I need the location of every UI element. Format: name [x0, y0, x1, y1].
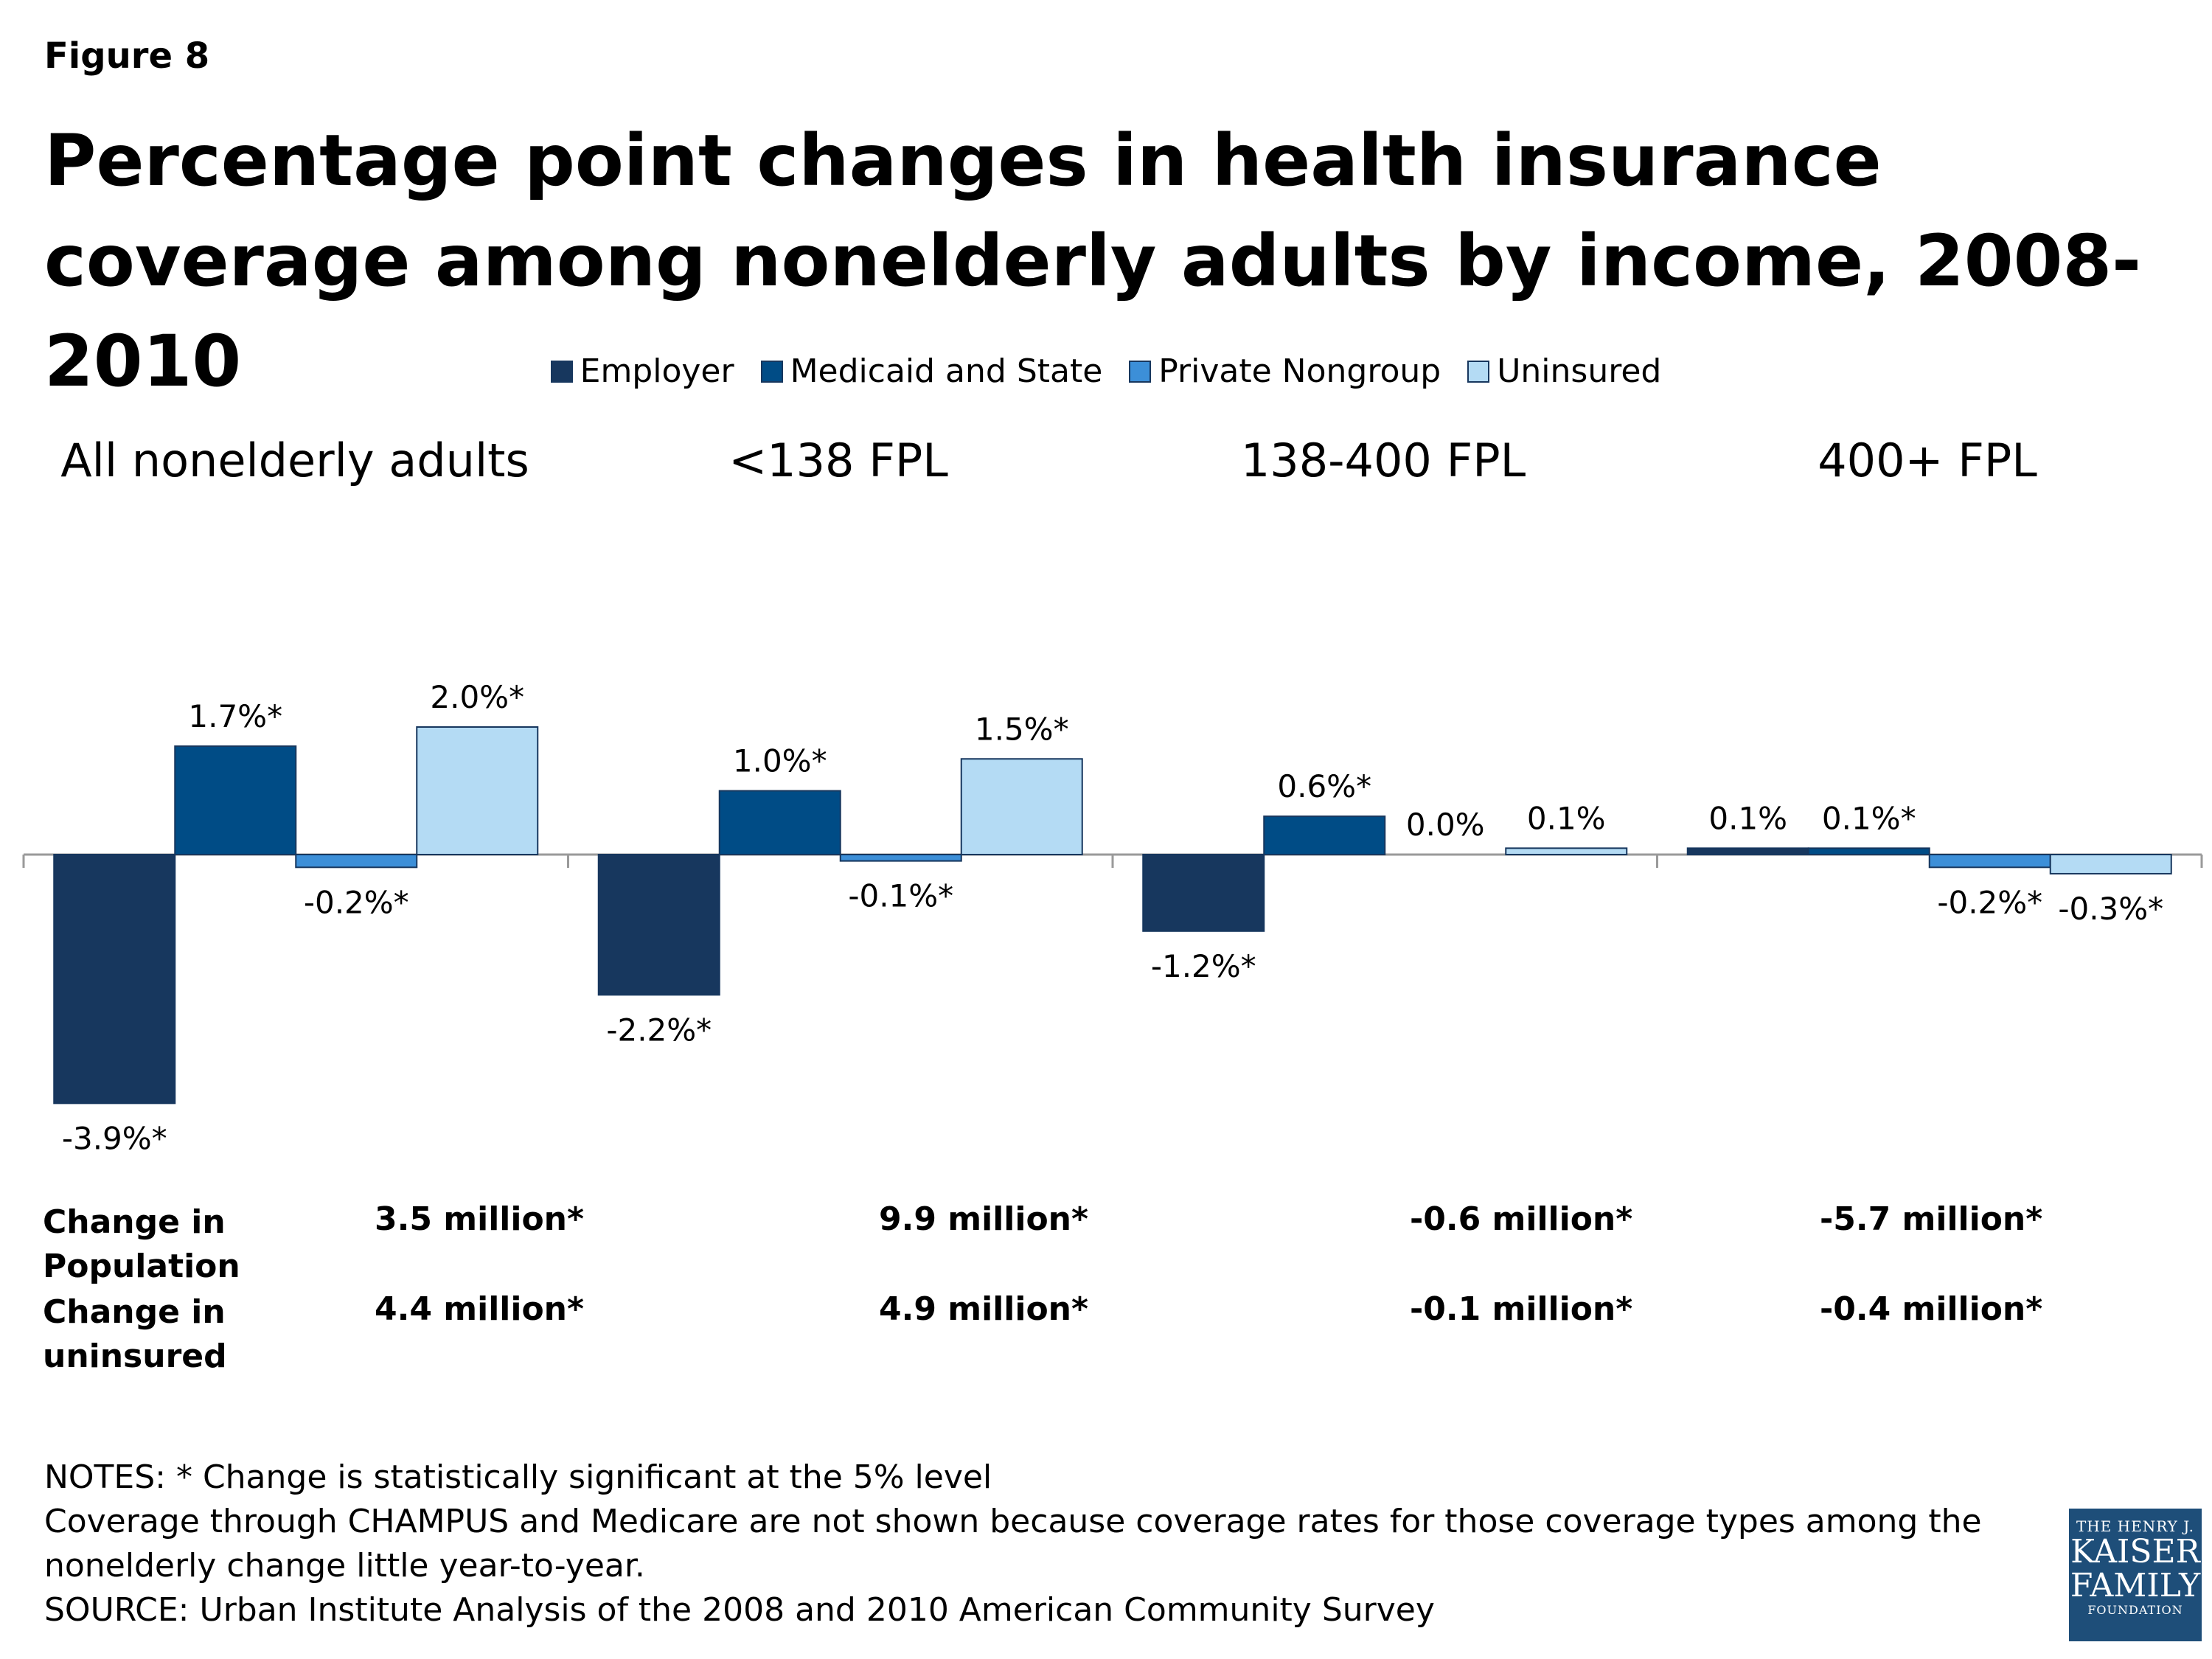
bar	[416, 726, 539, 855]
uninsured-value-138-400: -0.1 million*	[1410, 1290, 1633, 1328]
figure-label: Figure 8	[44, 35, 210, 77]
data-label: -3.9%*	[62, 1120, 167, 1156]
bar	[53, 854, 176, 1105]
data-label: -0.3%*	[2058, 891, 2163, 927]
data-label: 0.1%	[1708, 800, 1787, 836]
data-label: -0.1%*	[848, 878, 953, 914]
logo-line-4: FOUNDATION	[2087, 1603, 2183, 1617]
bar	[1928, 854, 2051, 869]
bar	[2049, 854, 2172, 874]
chart-title: Percentage point changes in health insur…	[44, 119, 2141, 403]
bar	[718, 790, 841, 855]
data-label: 1.7%*	[188, 698, 282, 734]
legend-label-private: Private Nongroup	[1158, 352, 1441, 390]
bar	[1142, 854, 1265, 932]
bar	[839, 854, 962, 862]
bar	[597, 854, 720, 996]
logo-line-2: KAISER	[2070, 1533, 2200, 1571]
legend-item-medicaid: Medicaid and State	[760, 352, 1103, 390]
data-label: 2.0%*	[430, 679, 524, 715]
group-label-all: All nonelderly adults	[60, 434, 529, 487]
data-label: -2.2%*	[606, 1012, 712, 1048]
population-value-lt138: 9.9 million*	[879, 1200, 1089, 1238]
bar-chart: -3.9%* 1.7%* -0.2%* 2.0%* -2.2%* 1.0%* -0.1%* 1…	[22, 679, 2203, 1156]
uninsured-value-all: 4.4 million*	[375, 1290, 585, 1328]
stat-label-population: Change in Population	[43, 1203, 240, 1285]
legend-item-uninsured: Uninsured	[1467, 352, 1661, 390]
population-value-138-400: -0.6 million*	[1410, 1200, 1633, 1238]
bar	[1505, 847, 1628, 855]
stat-label-uninsured: Change in uninsured	[43, 1293, 227, 1375]
legend-swatch-uninsured	[1467, 360, 1490, 383]
bar	[1807, 847, 1930, 855]
bar	[1686, 847, 1809, 855]
group-label-400plus: 400+ FPL	[1818, 434, 2037, 487]
legend-swatch-medicaid	[760, 360, 783, 383]
note-coverage: Coverage through CHAMPUS and Medicare ar…	[44, 1503, 1982, 1585]
bar	[960, 758, 1083, 855]
data-label: -1.2%*	[1151, 948, 1256, 984]
note-source: SOURCE: Urban Institute Analysis of the …	[44, 1591, 1435, 1629]
legend: Employer Medicaid and State Private Nong…	[0, 352, 2212, 390]
group-label-138-400: 138-400 FPL	[1240, 434, 1526, 487]
logo-line-1: THE HENRY J.	[2076, 1517, 2195, 1535]
bar	[174, 745, 297, 856]
note-significance: NOTES: * Change is statistically signifi…	[44, 1458, 992, 1496]
legend-item-employer: Employer	[550, 352, 734, 390]
population-value-400plus: -5.7 million*	[1820, 1200, 2043, 1238]
data-label: -0.2%*	[1937, 884, 2042, 920]
legend-label-medicaid: Medicaid and State	[790, 352, 1103, 390]
legend-item-private: Private Nongroup	[1129, 352, 1441, 390]
data-label: -0.2%*	[304, 884, 409, 920]
data-label: 1.0%*	[733, 743, 827, 779]
notes: NOTES: * Change is statistically signifi…	[44, 1455, 2035, 1632]
kff-logo: THE HENRY J. KAISER FAMILY FOUNDATION	[2069, 1509, 2202, 1641]
bar	[1263, 815, 1386, 855]
legend-swatch-employer	[550, 360, 573, 383]
bar	[295, 854, 418, 869]
group-label-lt138: <138 FPL	[728, 434, 948, 487]
logo-line-3: FAMILY	[2070, 1567, 2201, 1604]
data-label: 0.0%	[1406, 807, 1485, 843]
legend-label-employer: Employer	[580, 352, 734, 390]
data-label: 0.6%*	[1277, 768, 1371, 804]
legend-swatch-private	[1129, 360, 1152, 383]
data-label: 0.1%	[1527, 800, 1606, 836]
legend-label-uninsured: Uninsured	[1497, 352, 1662, 390]
population-value-all: 3.5 million*	[375, 1200, 585, 1238]
data-label: 0.1%*	[1822, 800, 1916, 836]
uninsured-value-400plus: -0.4 million*	[1820, 1290, 2043, 1328]
uninsured-value-lt138: 4.9 million*	[879, 1290, 1089, 1328]
data-label: 1.5%*	[975, 711, 1069, 747]
